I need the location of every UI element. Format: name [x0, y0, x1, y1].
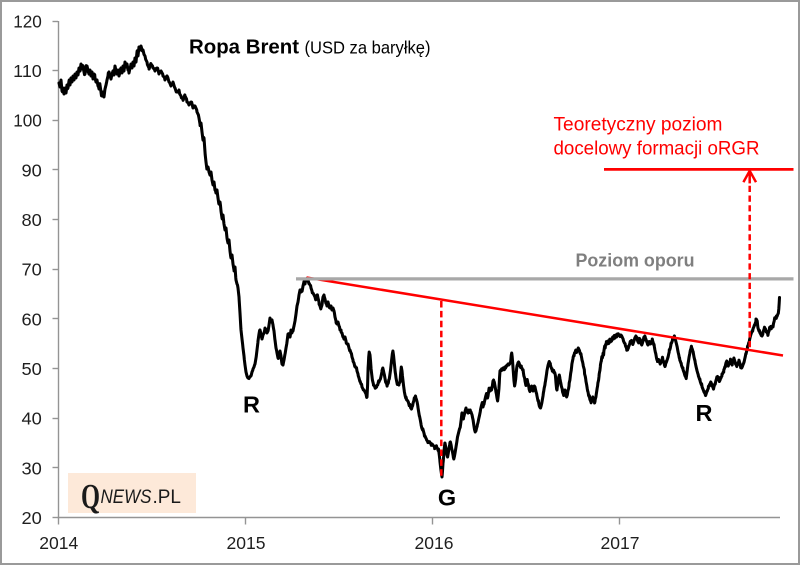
svg-text:50: 50	[22, 359, 42, 379]
svg-text:.PL: .PL	[153, 486, 182, 508]
svg-text:40: 40	[22, 409, 42, 429]
svg-text:(USD za baryłkę): (USD za baryłkę)	[305, 38, 431, 58]
svg-text:Teoretyczny poziom: Teoretyczny poziom	[554, 113, 723, 135]
svg-text:60: 60	[22, 309, 42, 329]
svg-text:Q: Q	[81, 477, 100, 516]
svg-text:R: R	[696, 400, 713, 426]
svg-text:110: 110	[13, 61, 42, 81]
svg-text:docelowy formacji oRGR: docelowy formacji oRGR	[554, 137, 760, 159]
svg-text:G: G	[438, 485, 456, 511]
svg-text:Poziom oporu: Poziom oporu	[576, 249, 695, 270]
svg-text:70: 70	[22, 260, 42, 280]
svg-text:2015: 2015	[227, 533, 266, 553]
svg-text:2016: 2016	[415, 533, 454, 553]
svg-text:100: 100	[13, 111, 42, 131]
svg-text:30: 30	[22, 458, 42, 478]
svg-text:120: 120	[13, 11, 42, 31]
svg-text:2017: 2017	[601, 533, 640, 553]
svg-text:Ropa Brent: Ropa Brent	[189, 37, 299, 59]
svg-text:90: 90	[22, 160, 42, 180]
svg-text:80: 80	[22, 210, 42, 230]
svg-text:NEWS: NEWS	[101, 486, 152, 508]
svg-text:R: R	[243, 392, 260, 418]
svg-text:20: 20	[22, 508, 42, 528]
svg-text:2014: 2014	[39, 533, 78, 553]
